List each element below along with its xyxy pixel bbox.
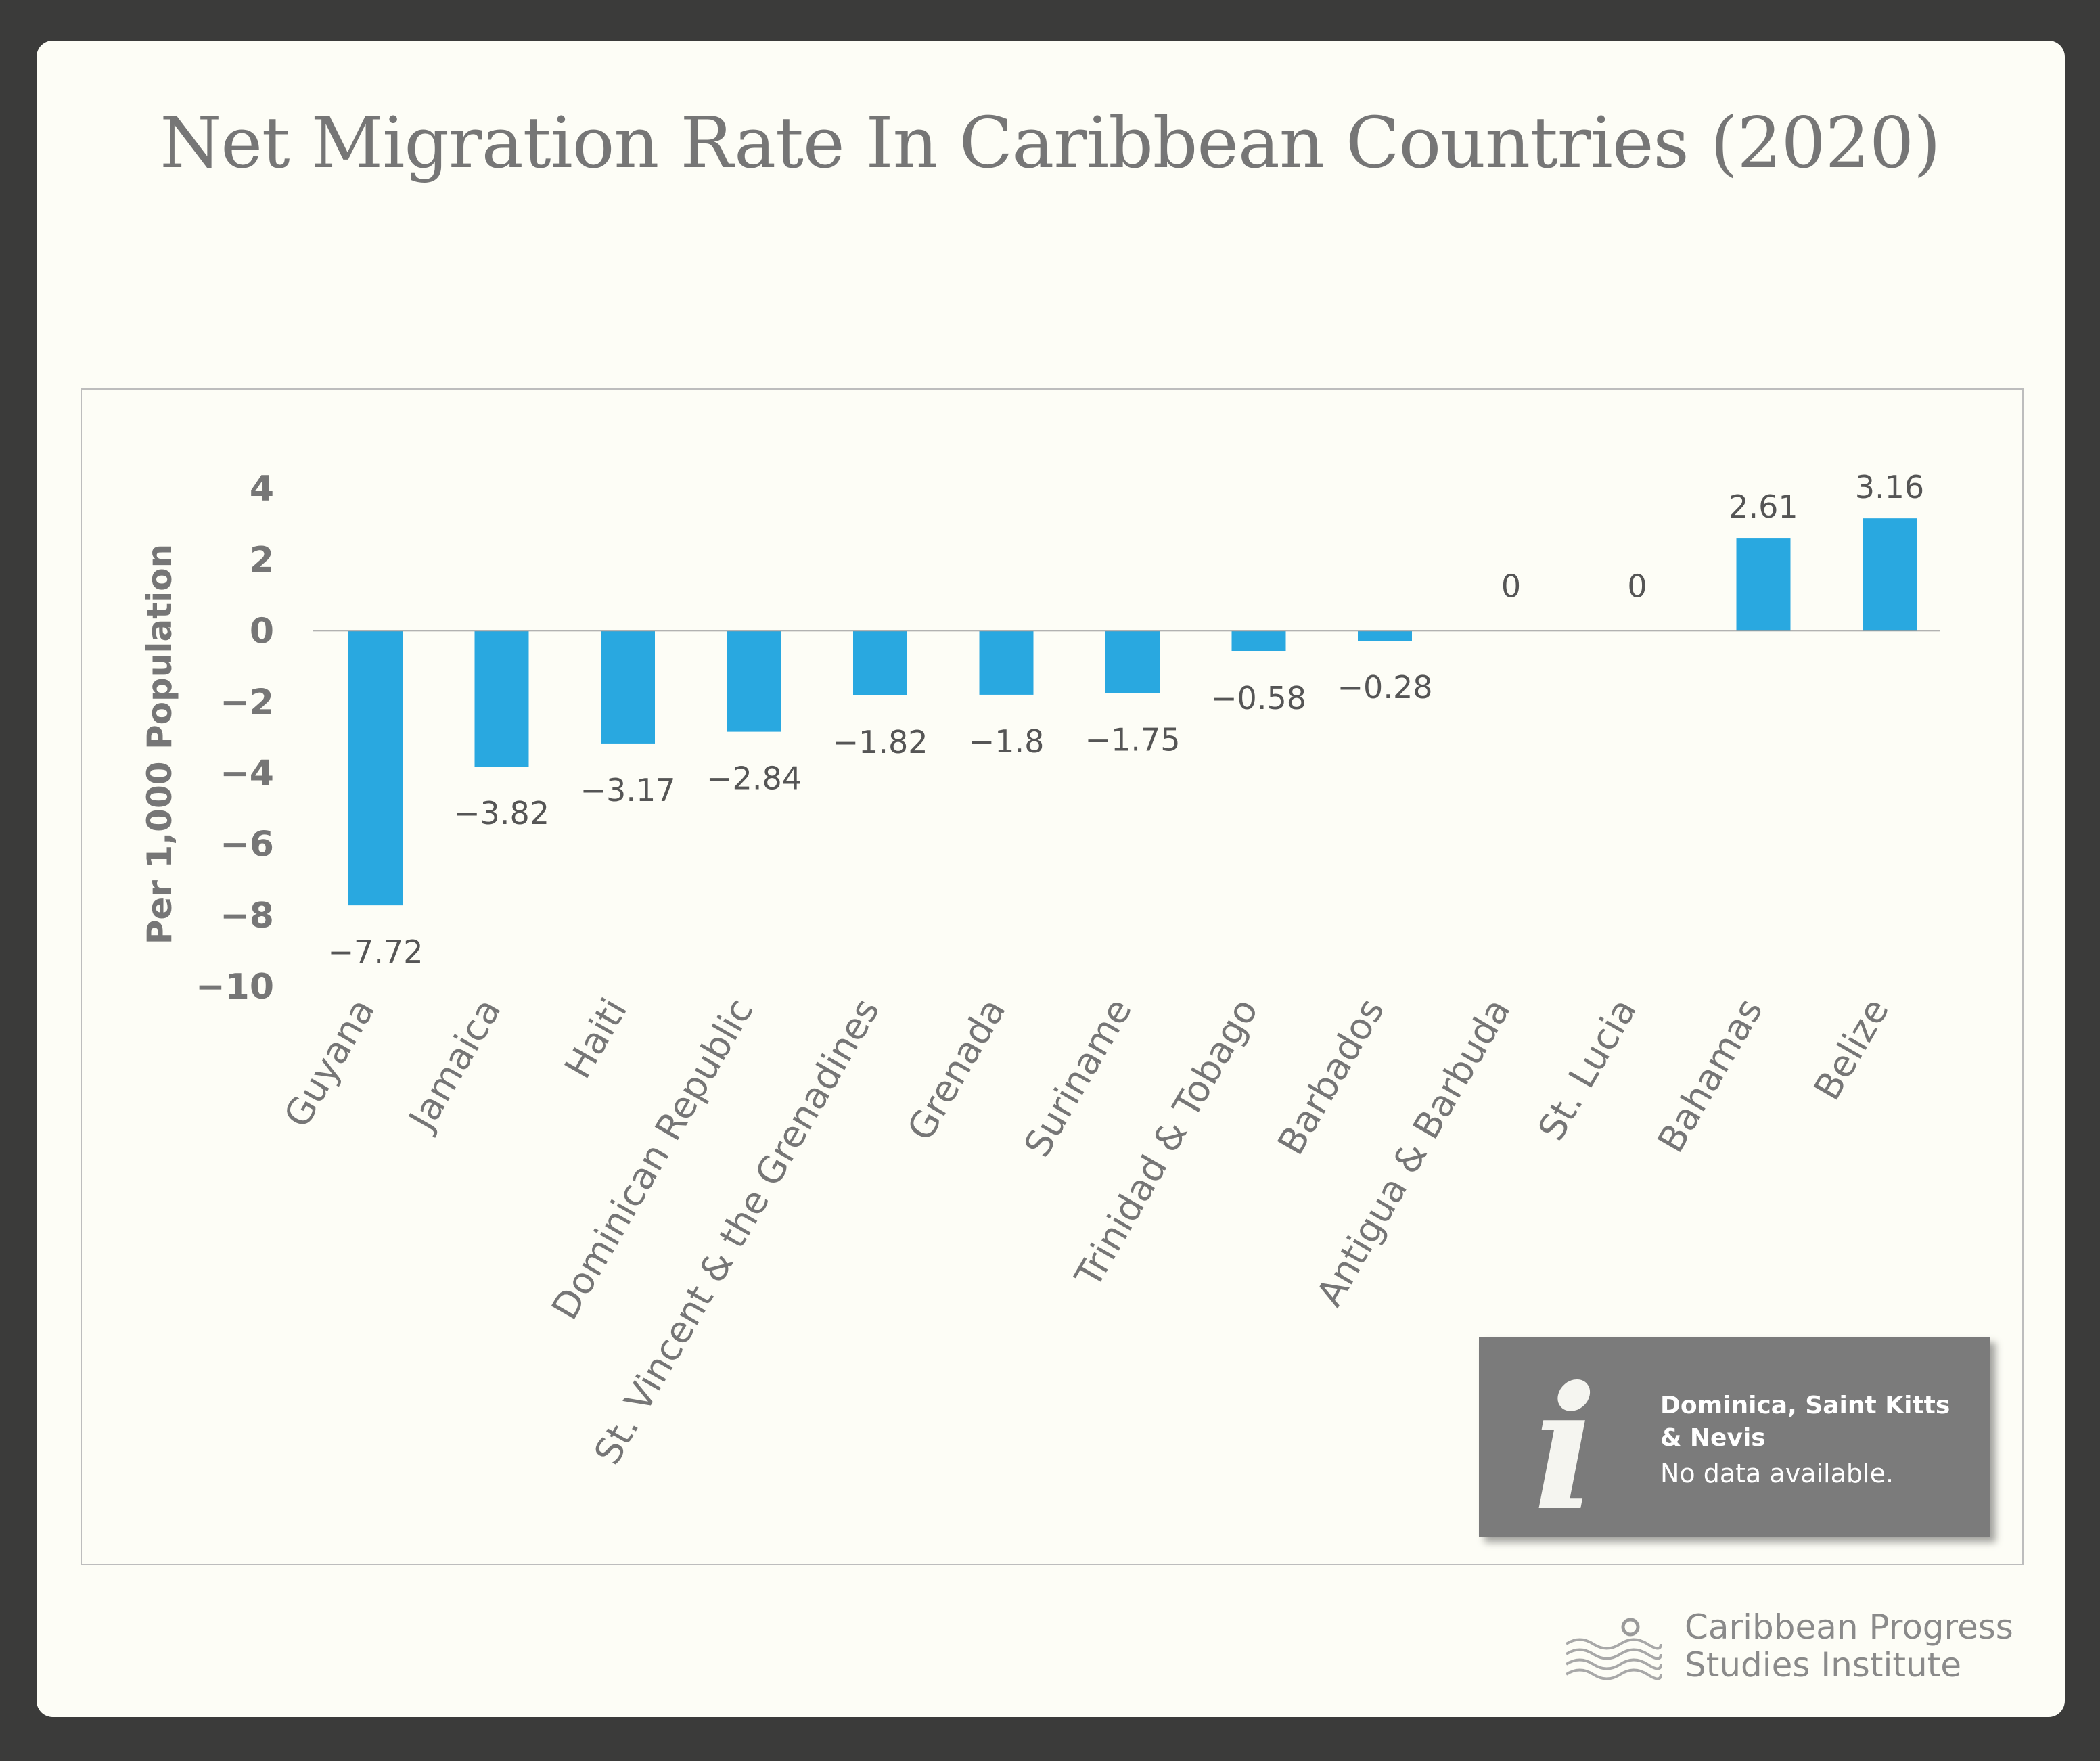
x-tick-label: Barbados bbox=[1269, 991, 1392, 1162]
x-tick-label: Belize bbox=[1806, 991, 1897, 1107]
y-axis-ticks: 4 2 0 −2 −4 −6 −8 −10 bbox=[196, 469, 274, 1007]
page-title: Net Migration Rate In Caribbean Countrie… bbox=[160, 101, 1940, 184]
data-labels: −7.72 −3.82 −3.17 −2.84 −1.82 −1.8 −1.75 −0.58−… bbox=[328, 469, 1925, 970]
institute-logo: Caribbean Progress Studies Institute bbox=[1563, 1607, 2036, 1688]
data-label: −2.84 bbox=[706, 760, 802, 797]
y-tick-label: 4 bbox=[250, 469, 274, 509]
bar bbox=[348, 631, 403, 906]
data-label: −3.82 bbox=[454, 795, 549, 831]
y-tick-label: −6 bbox=[220, 825, 274, 865]
x-tick-label: Guyana bbox=[275, 991, 383, 1135]
bar bbox=[979, 631, 1034, 695]
y-tick-label: −2 bbox=[220, 682, 274, 723]
bar bbox=[1358, 631, 1412, 641]
note-text: No data available. bbox=[1660, 1459, 1894, 1488]
data-label: −1.75 bbox=[1085, 721, 1181, 758]
data-label: −0.28 bbox=[1338, 669, 1433, 706]
bar bbox=[1863, 518, 1917, 631]
data-label: 0 bbox=[1501, 568, 1521, 604]
x-tick-label: Haiti bbox=[556, 991, 635, 1086]
x-tick-label: Jamaica bbox=[399, 991, 509, 1139]
x-tick-label: Suriname bbox=[1015, 991, 1140, 1164]
bar bbox=[853, 631, 907, 695]
bar bbox=[601, 631, 655, 744]
x-tick-label: Grenada bbox=[899, 991, 1014, 1147]
data-label: −0.58 bbox=[1211, 680, 1306, 716]
bars bbox=[348, 518, 1917, 906]
bar bbox=[1105, 631, 1160, 693]
y-tick-label: −10 bbox=[196, 967, 274, 1007]
logo-line-2: Studies Institute bbox=[1685, 1645, 1962, 1685]
chart-frame bbox=[81, 388, 2024, 1565]
y-tick-label: 0 bbox=[250, 611, 274, 651]
note-heading: Dominica, Saint Kitts & Nevis bbox=[1660, 1392, 1950, 1452]
data-label: 3.16 bbox=[1855, 469, 1924, 505]
bar bbox=[727, 631, 781, 732]
bar bbox=[1231, 631, 1286, 651]
data-label: −1.82 bbox=[833, 724, 928, 760]
no-data-note: i Dominica, Saint Kitts & Nevis No data … bbox=[1479, 1337, 1990, 1537]
data-label: −1.8 bbox=[969, 723, 1045, 760]
y-tick-label: −8 bbox=[220, 896, 274, 936]
data-label: 2.61 bbox=[1729, 488, 1798, 525]
logo-line-1: Caribbean Progress bbox=[1685, 1607, 2013, 1647]
logo-text: Caribbean Progress Studies Institute bbox=[1685, 1608, 2013, 1684]
y-axis-label: Per 1,000 Population bbox=[140, 544, 179, 944]
y-tick-label: −4 bbox=[220, 754, 274, 794]
data-label: −3.17 bbox=[580, 772, 676, 808]
waves-sun-logo-icon bbox=[1565, 1618, 1662, 1680]
data-label: 0 bbox=[1627, 568, 1647, 604]
bar bbox=[474, 631, 529, 767]
info-icon: i bbox=[1533, 1349, 1597, 1548]
data-label: −7.72 bbox=[328, 934, 424, 970]
x-tick-label: Bahamas bbox=[1649, 991, 1771, 1160]
x-tick-label: St. Lucia bbox=[1530, 991, 1645, 1147]
bar bbox=[1736, 538, 1791, 631]
y-tick-label: 2 bbox=[250, 540, 274, 580]
